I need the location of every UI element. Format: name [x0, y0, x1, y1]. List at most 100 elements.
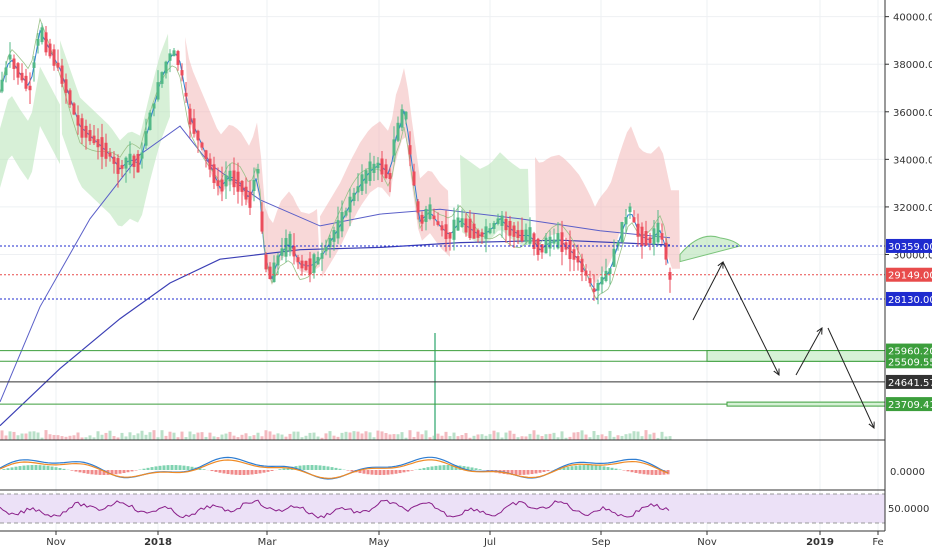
volume-bar [272, 434, 276, 440]
volume-bar [604, 436, 608, 440]
volume-bar [532, 430, 536, 440]
volume-bar [276, 433, 280, 440]
macd-histogram-bar [166, 465, 170, 470]
candle-body [440, 225, 444, 231]
macd-histogram-bar [450, 465, 454, 470]
candle-body [88, 130, 92, 142]
price-axis[interactable]: 40000.000 38000.000 36000.000 34000.000 3200… [885, 13, 932, 262]
candle-body [652, 228, 656, 245]
macd-histogram-bar [590, 465, 594, 470]
candle-body [528, 227, 532, 244]
target-zone [706, 350, 886, 362]
candle-body [280, 248, 284, 256]
candle-body [332, 230, 336, 242]
macd-histogram-bar [418, 468, 422, 470]
candle-body [260, 211, 264, 232]
macd-histogram-bar [126, 470, 130, 473]
volume-bar [116, 437, 120, 440]
volume-bar [316, 436, 320, 440]
volume-bar [440, 435, 444, 440]
macd-histogram-bar [122, 470, 126, 474]
volume-bar [592, 431, 596, 440]
candle-body [80, 118, 84, 138]
macd-histogram-bar [486, 470, 490, 471]
level-price-text: 24641.573 [888, 378, 932, 389]
volume-bar [580, 430, 584, 440]
candle-body [396, 122, 400, 141]
macd-histogram-bar [462, 466, 466, 470]
macd-histogram-bar [262, 470, 266, 473]
candle-body [12, 58, 16, 69]
macd-histogram-bar [282, 468, 286, 470]
macd-histogram-bar [534, 470, 538, 474]
candle-body [464, 218, 468, 233]
volume-bars [0, 333, 672, 440]
volume-bar [140, 430, 144, 440]
volume-bar [388, 434, 392, 440]
volume-bar [516, 437, 520, 440]
macd-histogram-bar [42, 465, 46, 470]
candle-body [408, 145, 412, 155]
macd-histogram-bar [14, 466, 18, 470]
candle-body [428, 204, 432, 219]
candle-body [292, 245, 296, 257]
macd-histogram-bar [182, 465, 186, 470]
candle-body [668, 272, 672, 280]
volume-bar [360, 433, 364, 440]
volume-bar [220, 434, 224, 440]
volume-spike [434, 333, 436, 440]
candle-body [336, 220, 340, 239]
candle-body [568, 240, 572, 260]
macd-histogram-bar [326, 466, 330, 470]
volume-bar [16, 435, 20, 440]
volume-bar [268, 431, 272, 440]
horizontal-levels[interactable] [0, 245, 886, 407]
macd-histogram-bar [38, 465, 42, 470]
volume-bar [444, 431, 448, 440]
volume-bar [636, 431, 640, 440]
time-axis[interactable]: Nov 2018 Mar May Jul Sep Nov 2019 Fe [46, 531, 884, 548]
macd-histogram-bar [98, 470, 102, 475]
candle-body [84, 125, 88, 138]
price-series [0, 23, 672, 305]
macd-histogram-bar [426, 467, 430, 470]
volume-bar [356, 431, 360, 440]
macd-histogram-bar [470, 467, 474, 470]
candle-body [616, 242, 620, 247]
candle-body [288, 233, 292, 252]
candle-body [156, 82, 160, 100]
volume-bar [196, 432, 200, 440]
candle-body [96, 139, 100, 148]
macd-histogram-bar [230, 470, 234, 475]
macd-zero-label: 0.0000 [890, 467, 925, 478]
volume-bar [640, 436, 644, 440]
macd-histogram-bar [542, 470, 546, 472]
macd-histogram-bar [514, 470, 518, 475]
macd-histogram-bar [358, 470, 362, 474]
target-zone [726, 401, 886, 407]
volume-bar [524, 436, 528, 440]
candle-body [312, 254, 316, 273]
macd-histogram-bar [530, 470, 534, 475]
macd-histogram-bar [394, 470, 398, 474]
macd-histogram-bar [350, 470, 354, 472]
macd-histogram-bar [474, 468, 478, 470]
candle-body [644, 230, 648, 246]
volume-bar [200, 432, 204, 440]
volume-bar [44, 430, 48, 440]
candle-body [460, 218, 464, 227]
rsi-midline-label: 50.0000 [888, 504, 929, 515]
volume-bar [452, 432, 456, 440]
volume-bar [336, 436, 340, 440]
macd-histogram-bar [82, 470, 86, 474]
volume-bar [616, 435, 620, 440]
macd-histogram-bar [174, 465, 178, 470]
macd-histogram-bar [546, 470, 550, 472]
macd-histogram-bar [646, 470, 650, 475]
projection-arrow [722, 261, 779, 375]
volume-bar [112, 436, 116, 440]
level-price-text: 29149.000 [888, 271, 932, 282]
time-tick-label: 2019 [806, 537, 834, 548]
volume-bar [104, 432, 108, 440]
